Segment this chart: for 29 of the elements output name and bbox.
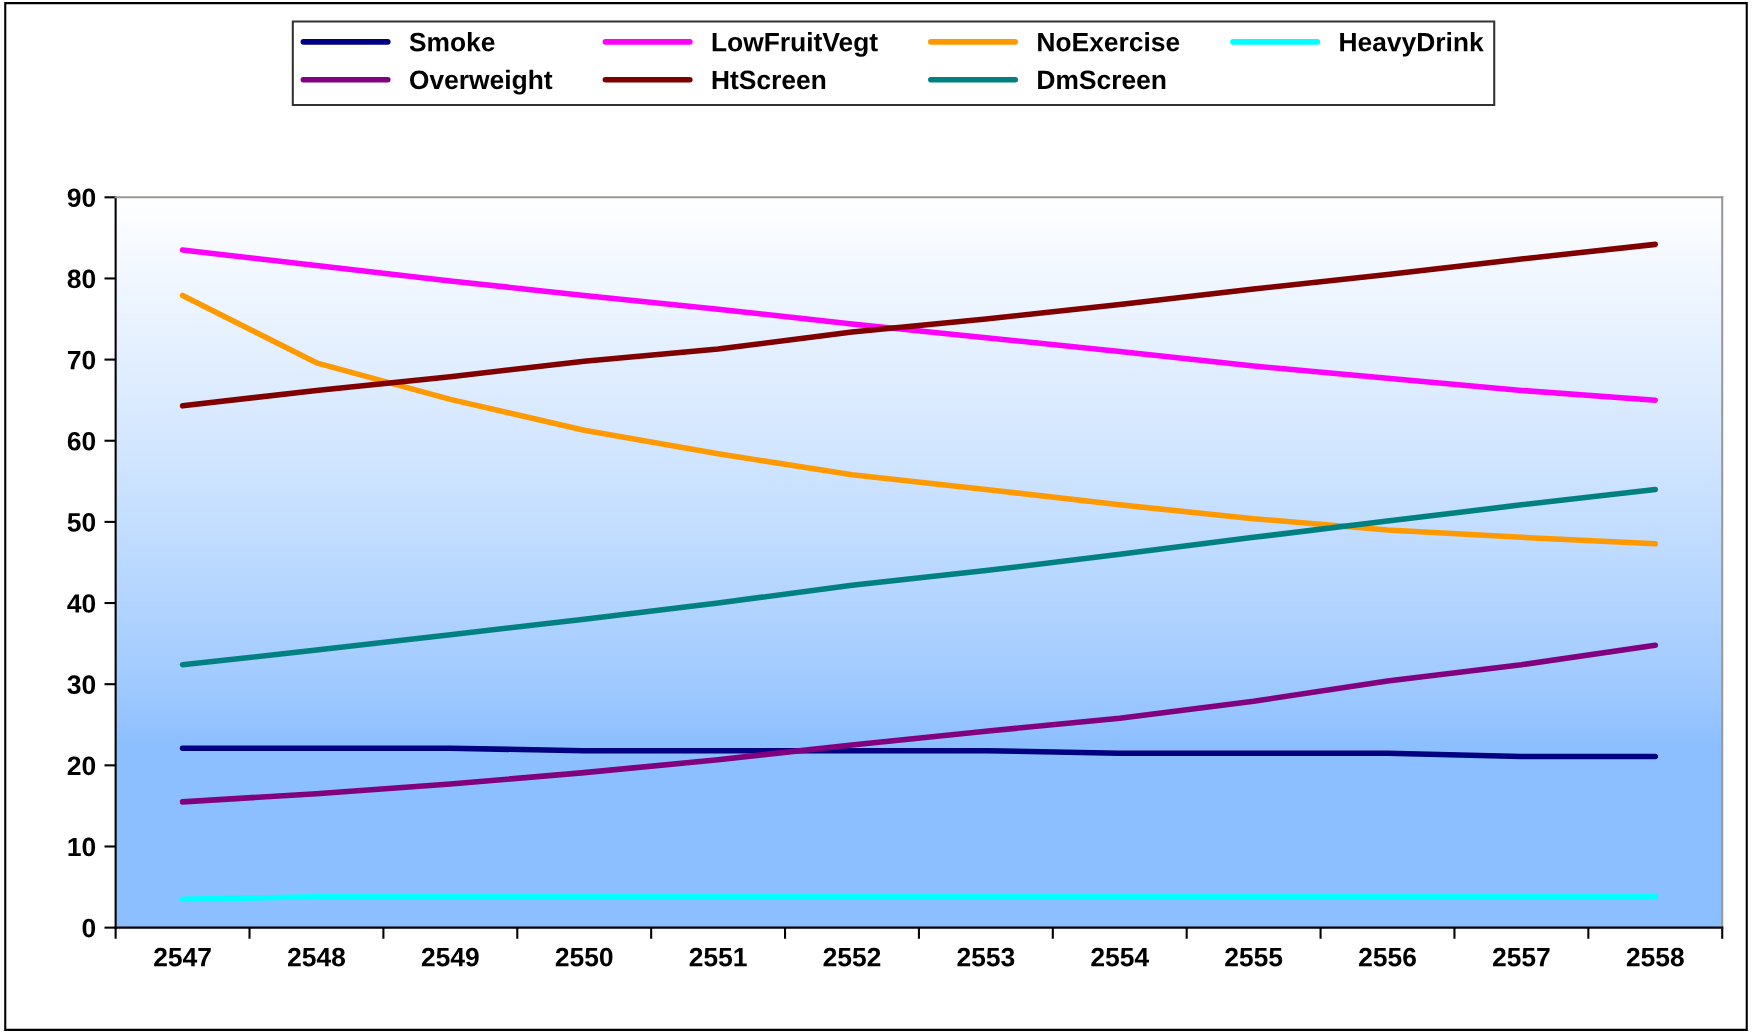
x-tick-label: 2557: [1492, 947, 1550, 967]
x-tick-label: 2556: [1359, 947, 1416, 967]
x-tick-label: 2547: [154, 947, 211, 967]
x-tick-label: 2549: [421, 947, 479, 967]
x-tick-label: 2553: [957, 947, 1015, 967]
y-tick-label: 10: [68, 837, 96, 857]
x-tick-label: 2548: [288, 947, 345, 967]
y-tick-label: 40: [67, 594, 96, 613]
y-tick-label: 90: [67, 188, 96, 208]
y-tick-label: 70: [67, 350, 96, 370]
x-tick-label: 2555: [1225, 947, 1283, 967]
y-tick-label: 30: [67, 675, 96, 695]
legend-label: Overweight: [409, 69, 553, 95]
y-tick-label: 20: [67, 756, 96, 776]
x-tick-label: 2552: [823, 947, 881, 967]
y-tick-label: 50: [67, 513, 96, 532]
legend-label: LowFruitVegt: [712, 32, 878, 57]
legend-label: DmScreen: [1038, 70, 1166, 90]
legend-label: Smoke: [409, 32, 495, 52]
x-tick-label: 2558: [1626, 947, 1684, 967]
x-tick-label: 2551: [689, 947, 747, 967]
x-tick-label: 2550: [555, 947, 613, 967]
x-tick-label: 2554: [1091, 947, 1149, 967]
legend-label: NoExercise: [1038, 32, 1180, 52]
y-tick-label: 80: [67, 269, 96, 289]
y-tick-label: 60: [67, 431, 96, 451]
legend-label: HtScreen: [712, 70, 826, 90]
legend-label: HeavyDrink: [1340, 32, 1484, 57]
y-tick-label: 0: [82, 918, 96, 938]
